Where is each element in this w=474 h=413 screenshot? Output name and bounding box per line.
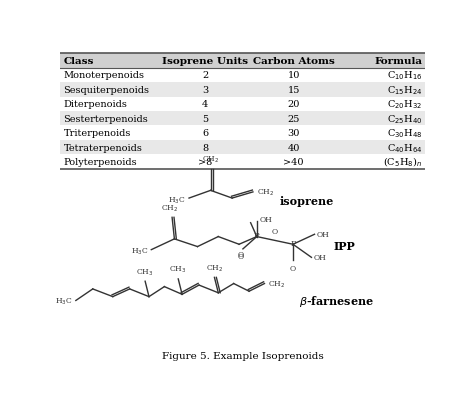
Text: P: P <box>254 231 260 240</box>
Text: Triterpenoids: Triterpenoids <box>64 129 131 138</box>
Text: 25: 25 <box>288 114 300 123</box>
Text: Class: Class <box>64 57 94 66</box>
Text: Isoprene Units: Isoprene Units <box>162 57 248 66</box>
Text: C$_{40}$H$_{64}$: C$_{40}$H$_{64}$ <box>387 141 422 154</box>
Bar <box>61 97 425 112</box>
Bar <box>61 83 425 97</box>
Text: OH: OH <box>260 215 273 223</box>
Bar <box>61 140 425 155</box>
Text: 15: 15 <box>288 85 300 95</box>
Text: >8: >8 <box>198 158 212 167</box>
Text: O: O <box>290 264 296 272</box>
Text: Sesterterpenoids: Sesterterpenoids <box>64 114 148 123</box>
Text: CH$_3$: CH$_3$ <box>137 266 154 277</box>
Text: C$_{30}$H$_{48}$: C$_{30}$H$_{48}$ <box>387 127 422 140</box>
Text: Tetraterpenoids: Tetraterpenoids <box>64 143 142 152</box>
Text: Formula: Formula <box>374 57 422 66</box>
Text: CH$_2$: CH$_2$ <box>206 263 223 273</box>
Text: IPP: IPP <box>334 241 356 252</box>
Text: 5: 5 <box>202 114 208 123</box>
Text: H$_3$C: H$_3$C <box>130 246 148 257</box>
Text: isoprene: isoprene <box>280 195 334 206</box>
Text: Carbon Atoms: Carbon Atoms <box>253 57 335 66</box>
Text: C$_{20}$H$_{32}$: C$_{20}$H$_{32}$ <box>387 98 422 111</box>
Text: Sesquiterpenoids: Sesquiterpenoids <box>64 85 149 95</box>
Text: 3: 3 <box>202 85 208 95</box>
Text: CH$_2$: CH$_2$ <box>257 187 274 198</box>
Text: OH: OH <box>314 254 327 262</box>
Text: CH$_3$: CH$_3$ <box>169 264 187 275</box>
Text: 2: 2 <box>202 71 208 80</box>
Text: O: O <box>272 228 278 235</box>
Text: O: O <box>237 250 244 258</box>
Text: C$_{15}$H$_{24}$: C$_{15}$H$_{24}$ <box>387 84 422 97</box>
Bar <box>61 155 425 169</box>
Text: 6: 6 <box>202 129 208 138</box>
Text: CH$_2$: CH$_2$ <box>202 154 219 165</box>
Text: Diterpenoids: Diterpenoids <box>64 100 128 109</box>
Text: 40: 40 <box>288 143 300 152</box>
Text: OH: OH <box>317 231 329 239</box>
Text: Polyterpenoids: Polyterpenoids <box>64 158 137 167</box>
Bar <box>61 69 425 83</box>
Text: H$_3$C: H$_3$C <box>168 195 186 205</box>
Text: 20: 20 <box>288 100 300 109</box>
Bar <box>61 112 425 126</box>
Text: C$_{10}$H$_{16}$: C$_{10}$H$_{16}$ <box>387 69 422 82</box>
Text: Figure 5. Example Isoprenoids: Figure 5. Example Isoprenoids <box>162 351 324 360</box>
Text: Monoterpenoids: Monoterpenoids <box>64 71 145 80</box>
Text: $\beta$-farnesene: $\beta$-farnesene <box>299 293 374 308</box>
Text: 4: 4 <box>202 100 208 109</box>
Text: 30: 30 <box>288 129 300 138</box>
Text: C$_{25}$H$_{40}$: C$_{25}$H$_{40}$ <box>387 113 422 126</box>
Bar <box>61 54 425 69</box>
Text: 10: 10 <box>288 71 300 80</box>
Text: P: P <box>290 239 296 247</box>
Text: 8: 8 <box>202 143 208 152</box>
Text: H$_3$C: H$_3$C <box>55 296 73 306</box>
Text: >40: >40 <box>283 158 304 167</box>
Text: CH$_2$: CH$_2$ <box>268 279 286 289</box>
Text: (C$_5$H$_8$)$_n$: (C$_5$H$_8$)$_n$ <box>383 155 422 169</box>
Text: O: O <box>237 252 244 260</box>
Bar <box>61 126 425 140</box>
Text: CH$_2$: CH$_2$ <box>161 203 179 213</box>
